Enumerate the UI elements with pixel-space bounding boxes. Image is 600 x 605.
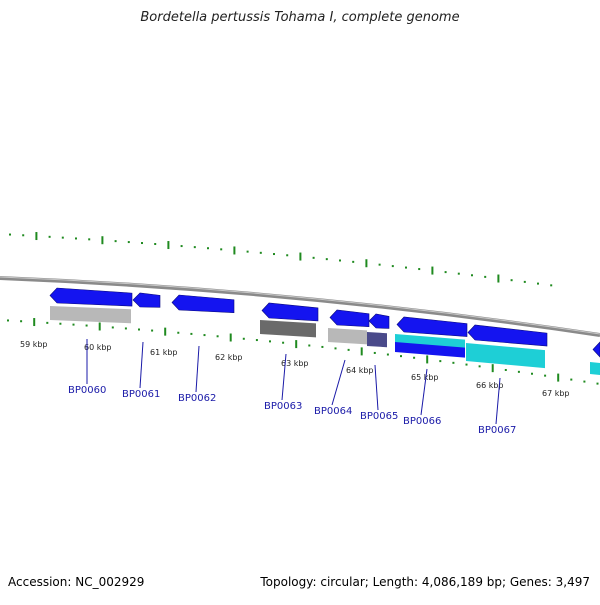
cds-arrow[interactable] (467, 324, 548, 347)
kbp-label: 67 kbp (542, 389, 570, 398)
accession-text: Accession: NC_002929 (8, 575, 145, 589)
gene-leader-line (331, 359, 346, 406)
gene-block[interactable] (50, 306, 131, 324)
gene-label[interactable]: BP0066 (403, 416, 441, 427)
cds-arrow[interactable] (261, 302, 319, 322)
cds-arrow[interactable] (368, 313, 390, 329)
gene-label[interactable]: BP0063 (264, 401, 302, 412)
kbp-label: 62 kbp (215, 353, 243, 362)
cds-arrow[interactable] (171, 294, 235, 314)
cds-arrow[interactable] (49, 287, 133, 307)
gene-label[interactable]: BP0065 (360, 411, 398, 422)
cds-arrow[interactable] (396, 316, 468, 337)
gene-block[interactable] (395, 342, 465, 358)
inner-tick-track (7, 318, 599, 385)
cds-arrow[interactable] (592, 341, 600, 358)
kbp-label: 64 kbp (346, 366, 374, 375)
kbp-label: 63 kbp (281, 359, 309, 368)
kbp-label: 61 kbp (150, 348, 178, 357)
genome-backbone-highlight (0, 276, 600, 335)
gene-leader-line (374, 364, 379, 411)
map-title: Bordetella pertussis Tohama I, complete … (140, 10, 460, 25)
kbp-label: 60 kbp (84, 343, 112, 352)
gene-block[interactable] (590, 362, 600, 375)
gene-leader-line (139, 341, 144, 389)
gene-leader-line (281, 353, 287, 401)
cds-arrow[interactable] (132, 292, 161, 308)
gene-label-group: BP0060 BP0061 BP0062 BP0063 BP0064 BP0065 BP00… (68, 339, 516, 436)
gene-block[interactable] (466, 343, 545, 369)
gene-leader-line (495, 377, 501, 425)
gene-label[interactable]: BP0062 (178, 393, 216, 404)
gene-block[interactable] (367, 332, 387, 348)
genome-backbone (0, 276, 600, 337)
gene-label[interactable]: BP0061 (122, 389, 160, 400)
gene-leader-line (420, 368, 428, 416)
kbp-label: 65 kbp (411, 373, 439, 382)
gene-label[interactable]: BP0064 (314, 406, 352, 417)
gene-block[interactable] (260, 320, 316, 338)
genome-summary-text: Topology: circular; Length: 4,086,189 bp… (260, 575, 590, 589)
kbp-scale: 59 kbp 60 kbp 61 kbp 62 kbp 63 kbp 64 kbp 65 k… (20, 340, 570, 398)
cds-arrow[interactable] (329, 309, 370, 328)
gene-leader-line (195, 345, 200, 393)
kbp-label: 66 kbp (476, 381, 504, 390)
gene-label[interactable]: BP0067 (478, 425, 516, 436)
gene-label[interactable]: BP0060 (68, 385, 106, 396)
feature-track (49, 287, 600, 375)
outer-tick-track (9, 232, 553, 287)
kbp-label: 59 kbp (20, 340, 48, 349)
gene-block[interactable] (328, 328, 367, 345)
